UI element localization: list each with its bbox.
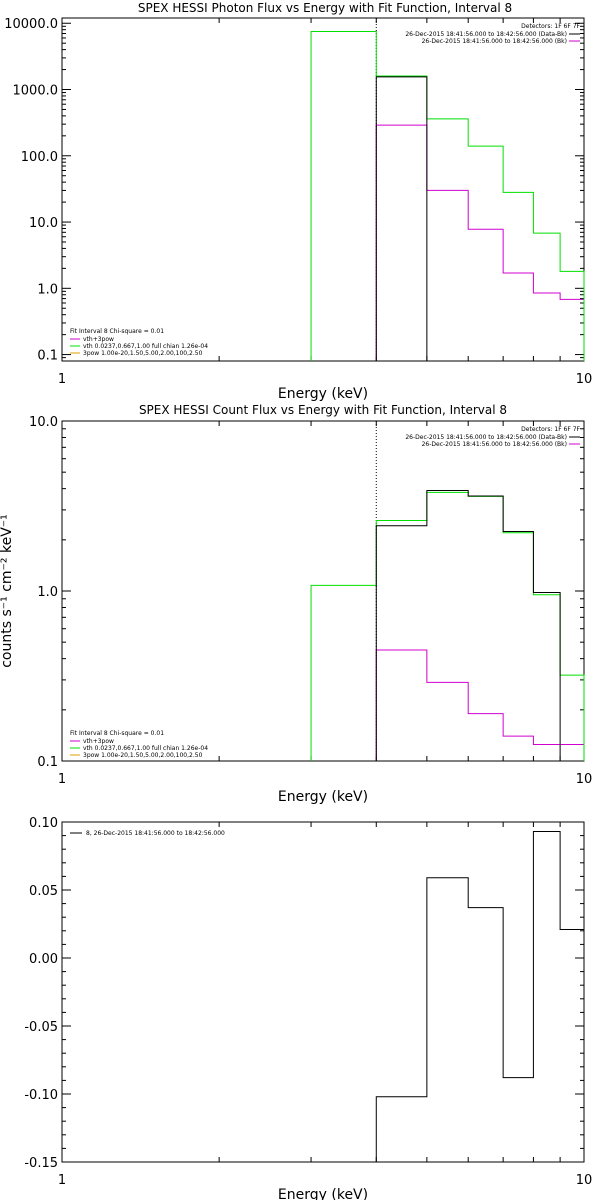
residuals-y-tick-label: 0.10 [29,816,58,831]
photon-flux-y-ticks: 0.1 1.0 10.0 100.0 1000.0 10000.0 [4,17,584,364]
photon-flux-legend-detectors: Detectors: 1F 6F 7F 26-Dec-2015 18:41:56… [405,23,580,45]
residuals-x-ticks: 1 10 [58,822,592,1188]
count-flux-legend-fit-2: vth 0.0237,0.667,1.00 full chian 1.26e-0… [83,745,208,752]
count-flux-title: SPEX HESSI Count Flux vs Energy with Fit… [139,403,507,417]
photon-flux-legend-time-1: 26-Dec-2015 18:41:56.000 to 18:42:56.000… [422,38,567,45]
photon-flux-legend-header: Detectors: 1F 6F 7F [521,23,580,30]
photon-flux-y-tick-label: 0.1 [37,349,58,364]
residuals-y-tick-label: 0.00 [29,952,58,967]
count-flux-y-tick-label: 10.0 [29,415,58,430]
residuals-series-black [375,831,584,1162]
photon-flux-y-tick-label: 100.0 [21,150,58,165]
count-flux-series-green [310,491,585,761]
photon-flux-legend-fit-3: 3pow 1.00e-20,1.50,5.00,2.00,100,2.50 [83,350,203,357]
photon-flux-series [310,18,585,361]
count-flux-legend-fit-1: vth+3pow [83,738,114,745]
photon-flux-y-tick-label: 1000.0 [13,84,59,99]
count-flux-y-tick-label: 1.0 [37,585,58,600]
count-flux-legend-time-1: 26-Dec-2015 18:41:56.000 to 18:42:56.000… [422,441,567,448]
count-flux-legend-header: Detectors: 1F 6F 7F [521,426,580,433]
photon-flux-series-magenta [375,124,585,361]
photon-flux-legend-time-0: 26-Dec-2015 18:41:56.000 to 18:42:56.000… [405,31,567,38]
photon-flux-legend-fit-2: vth 0.0237,0.667,1.00 full chian 1.26e-0… [83,343,208,350]
photon-flux-plot-frame [61,17,585,362]
residuals-y-tick-label: -0.05 [24,1020,58,1035]
photon-flux-series-black [375,76,428,361]
residuals-y-tick-label: 0.05 [29,884,58,899]
count-flux-legend-time-0: 26-Dec-2015 18:41:56.000 to 18:42:56.000… [405,434,567,441]
count-flux-legend-fit: Fit Interval 8 Chi-square = 0.01 vth+3po… [70,730,208,759]
residuals-series [375,831,584,1162]
residuals-x-tick-label: 1 [58,1173,66,1188]
count-flux-legend-fit-3: 3pow 1.00e-20,1.50,5.00,2.00,100,2.50 [83,752,203,759]
count-flux-y-tick-label: 0.1 [37,755,58,770]
count-flux-series [310,421,585,761]
residuals-y-tick-label: -0.10 [24,1088,58,1103]
photon-flux-title: SPEX HESSI Photon Flux vs Energy with Fi… [138,1,512,15]
photon-flux-y-tick-label: 1.0 [37,282,58,297]
residuals-y-tick-label: -0.15 [24,1156,58,1171]
count-flux-y-axis-label: counts s⁻¹ cm⁻² keV⁻¹ [0,514,15,668]
residuals-plot-frame [61,821,585,1163]
photon-flux-x-axis-label: Energy (keV) [278,386,368,402]
count-flux-series-black [375,490,561,761]
photon-flux-legend-fit-0: Fit Interval 8 Chi-square = 0.01 [70,328,164,335]
count-flux-legend-fit-0: Fit Interval 8 Chi-square = 0.01 [70,730,164,737]
residuals-x-tick-label: 10 [576,1173,593,1188]
count-flux-x-axis-label: Energy (keV) [278,789,368,805]
photon-flux-series-green [310,31,585,361]
residuals-legend-label: 8, 26-Dec-2015 18:41:56.000 to 18:42:56.… [86,830,225,837]
photon-flux-y-tick-label: 10000.0 [4,17,58,32]
photon-flux-x-tick-label: 10 [576,372,593,387]
count-flux-legend-detectors: Detectors: 1F 6F 7F 26-Dec-2015 18:41:56… [405,426,580,448]
residuals-legend: 8, 26-Dec-2015 18:41:56.000 to 18:42:56.… [70,830,225,837]
count-flux-y-ticks: 0.1 1.0 10.0 [29,415,584,770]
residuals-y-ticks: 0.10 0.05 0.00 -0.05 -0.10 -0.15 [24,816,584,1171]
residuals-x-axis-label: Energy (keV) [278,1187,368,1200]
count-flux-panel: SPEX HESSI Count Flux vs Energy with Fit… [0,403,592,805]
photon-flux-legend-fit-1: vth+3pow [83,336,114,343]
photon-flux-y-tick-label: 10.0 [29,216,58,231]
count-flux-x-tick-label: 1 [58,772,66,787]
photon-flux-panel: SPEX HESSI Photon Flux vs Energy with Fi… [4,1,592,402]
count-flux-plot-frame [61,420,585,762]
count-flux-series-magenta [375,649,585,761]
photon-flux-x-ticks: 1 10 [58,18,592,387]
photon-flux-x-tick-label: 1 [58,372,66,387]
photon-flux-legend-fit: Fit Interval 8 Chi-square = 0.01 vth+3po… [70,328,208,357]
residuals-panel: 0.10 0.05 0.00 -0.05 -0.10 -0.15 1 10 Energy (… [24,816,592,1200]
count-flux-x-tick-label: 10 [576,772,593,787]
